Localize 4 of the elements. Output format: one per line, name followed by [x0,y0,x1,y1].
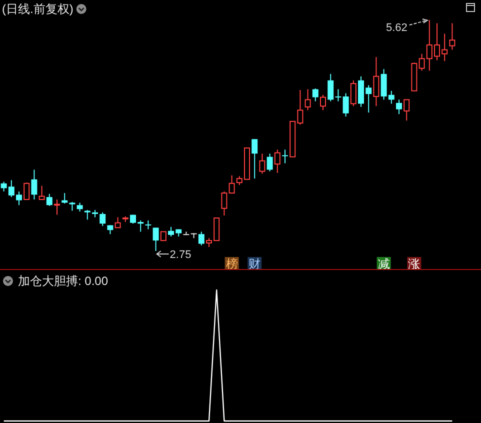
chart-title: 加仓大胆搏: 0.00 [18,274,108,288]
annotation: 5.62 [386,22,408,34]
annotation: 2.75 [170,249,192,261]
chart-title: (日线.前复权) [2,2,74,16]
